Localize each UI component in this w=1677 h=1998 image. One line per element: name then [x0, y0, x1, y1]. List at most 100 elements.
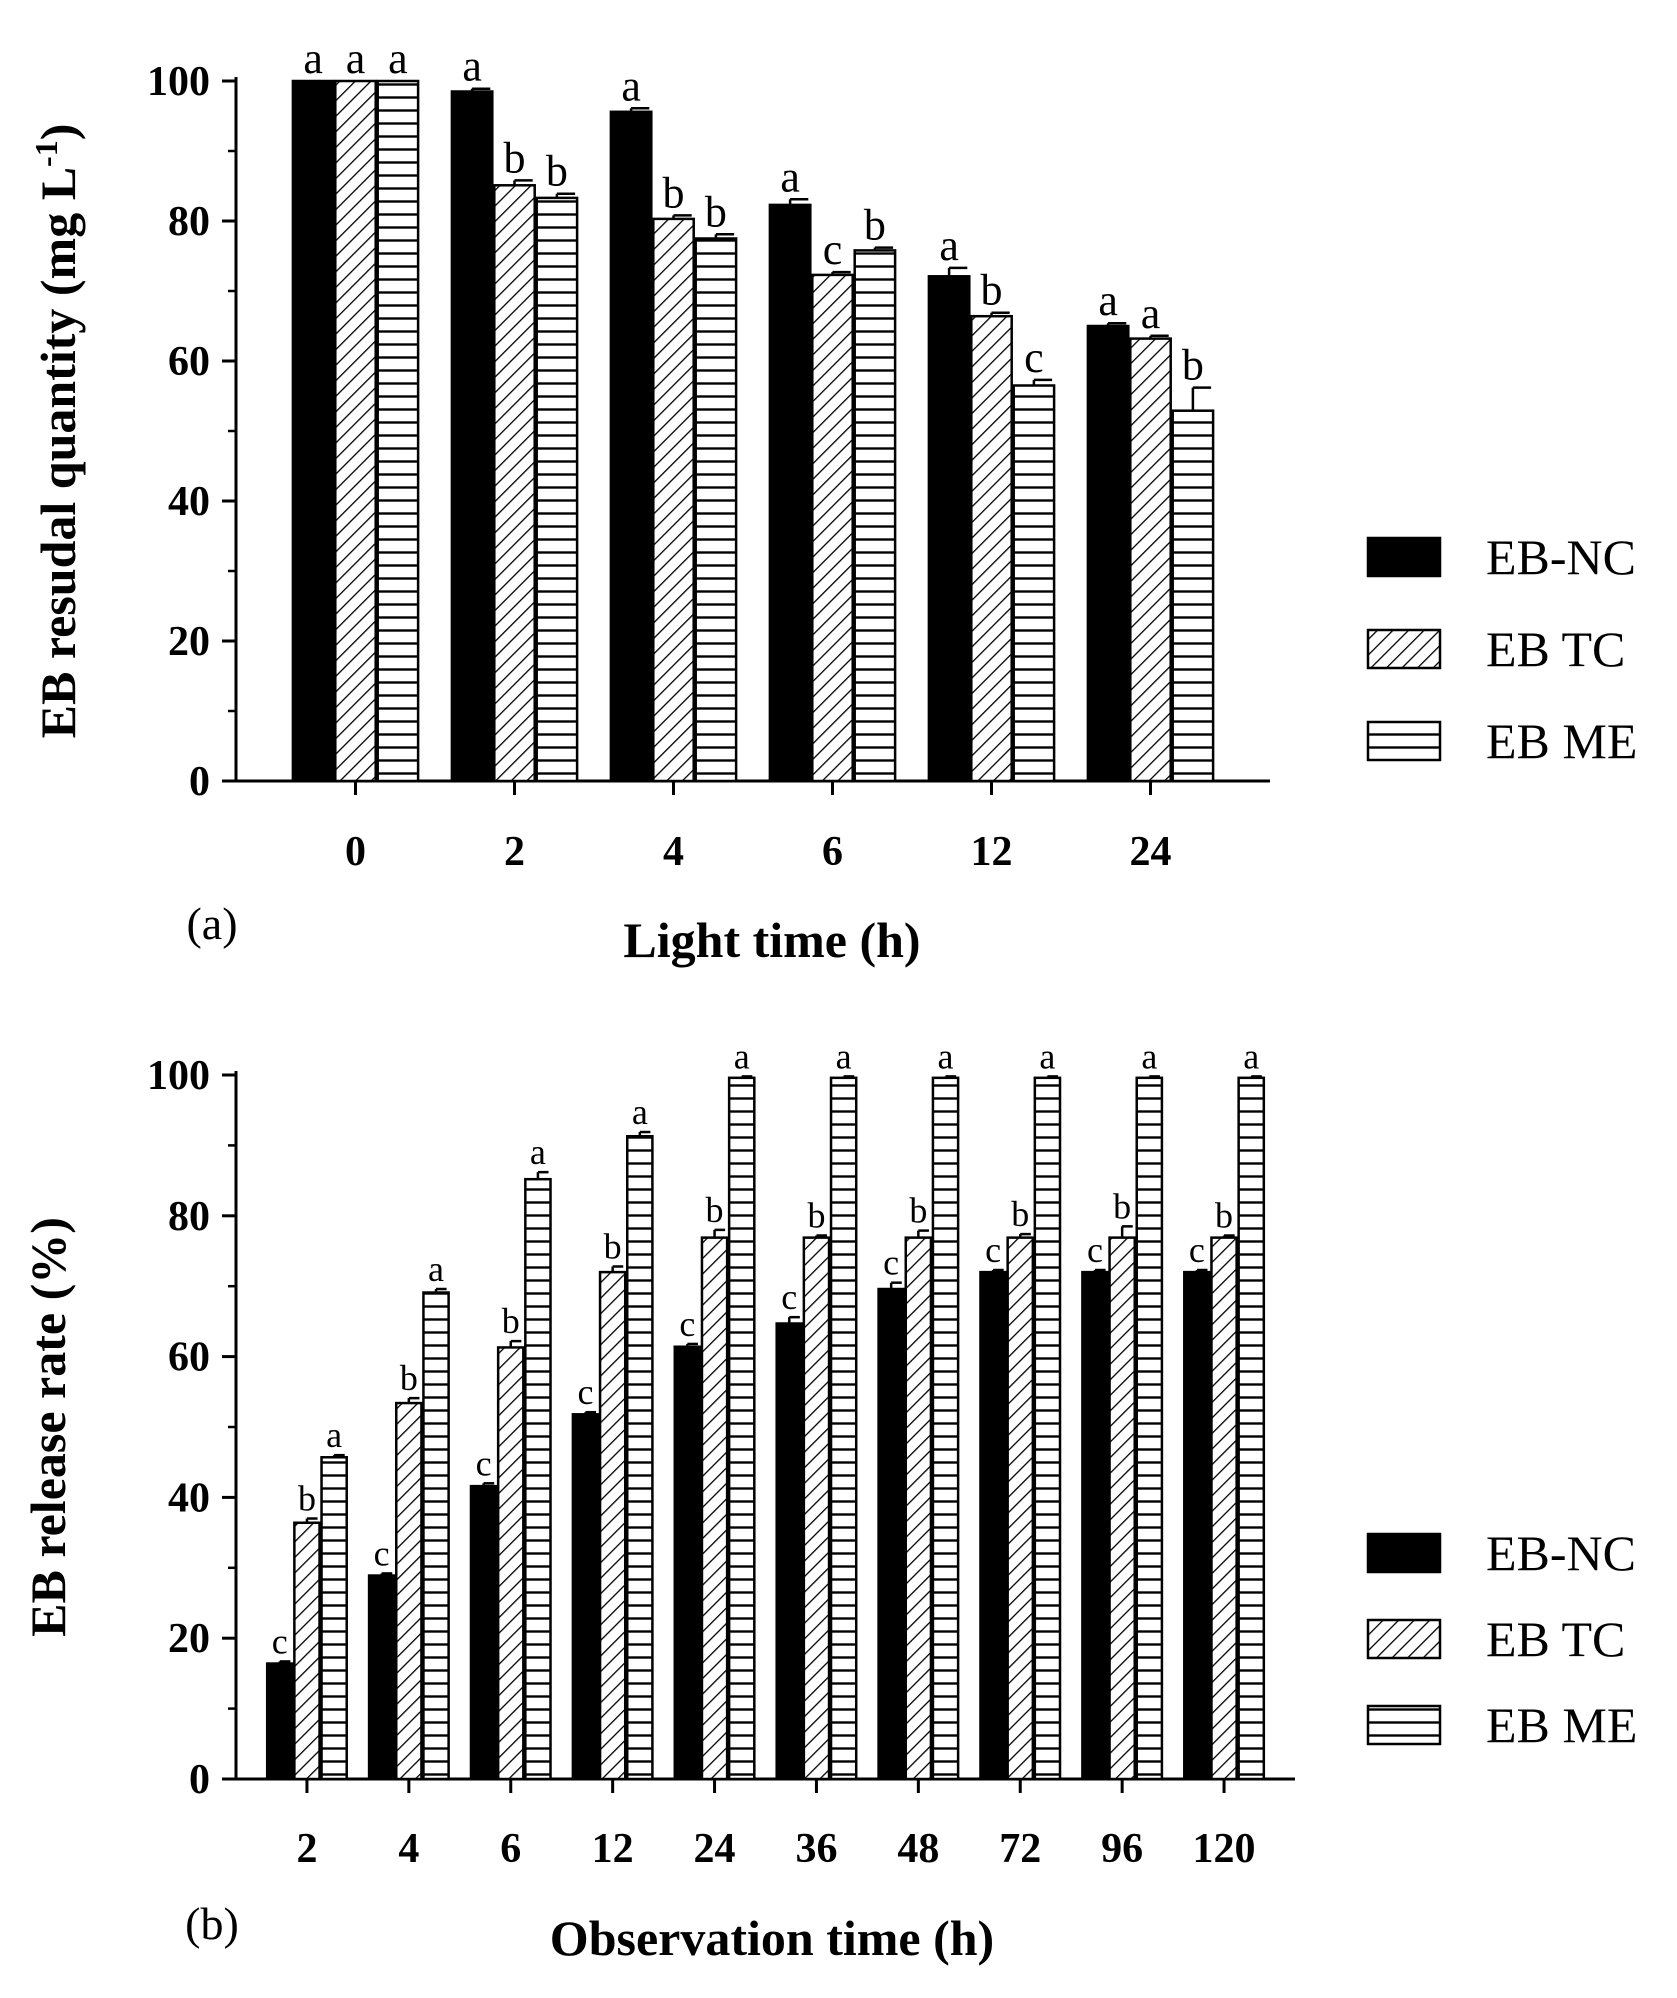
bar-tc-b — [802, 1236, 831, 1781]
x-tick-label: 36 — [795, 1826, 837, 1872]
bar-nc-b — [367, 1574, 396, 1781]
bar-me-b — [1033, 1076, 1062, 1781]
x-tick-label: 12 — [971, 829, 1013, 875]
bar-nc-b — [673, 1345, 702, 1781]
significance-letter: a — [621, 61, 641, 110]
y-tick-label: 20 — [168, 1616, 210, 1662]
x-tick-label: 4 — [663, 829, 684, 875]
y-tick-label: 80 — [168, 1194, 210, 1240]
bar-me-b — [320, 1456, 348, 1781]
bar-me-a — [1171, 409, 1215, 783]
significance-letter: b — [1113, 1186, 1131, 1226]
significance-letter: b — [864, 201, 886, 250]
x-tick-label: 48 — [897, 1826, 939, 1872]
significance-letter: b — [1182, 341, 1204, 390]
x-axis-title: Light time (h) — [623, 912, 920, 968]
x-tick-label: 4 — [398, 1826, 419, 1872]
bar-me-a — [535, 196, 579, 783]
significance-letter: b — [504, 133, 526, 182]
significance-letter: c — [1189, 1230, 1205, 1270]
bar-me-b — [422, 1291, 450, 1781]
x-tick-label: 72 — [999, 1826, 1041, 1872]
bar-nc-a — [1086, 324, 1130, 783]
y-axis-title: EB release rate (%) — [20, 1217, 76, 1637]
bar-tc-a — [493, 184, 536, 783]
significance-letter: a — [428, 1249, 444, 1289]
significance-letter: b — [1011, 1194, 1029, 1234]
y-axis-title-sup: -1 — [28, 140, 64, 167]
bar-nc-b — [571, 1413, 600, 1781]
significance-letter: b — [909, 1191, 927, 1231]
bar-me-b — [1135, 1076, 1164, 1781]
bar-nc-a — [609, 110, 653, 783]
significance-letter: a — [632, 1092, 648, 1132]
significance-letter: b — [1215, 1196, 1233, 1236]
significance-letter: b — [706, 1190, 724, 1230]
y-axis-title: EB resudal quantity (mg L-1) — [28, 124, 86, 739]
y-tick-label: 0 — [189, 759, 210, 805]
significance-letter: b — [663, 168, 685, 217]
y-tick-label: 40 — [168, 479, 210, 525]
significance-letter: a — [734, 1036, 750, 1076]
significance-letter: c — [1024, 333, 1044, 382]
bar-me-b — [727, 1076, 756, 1781]
bar-nc-b — [979, 1270, 1007, 1781]
legend-label-nc: EB-NC — [1486, 1525, 1636, 1581]
significance-letter: a — [388, 34, 408, 83]
legend-swatch-me — [1366, 1704, 1442, 1746]
bar-tc-b — [1108, 1236, 1136, 1781]
legend-label-tc: EB TC — [1486, 1611, 1625, 1667]
x-tick-label: 24 — [1130, 829, 1172, 875]
y-tick-label: 20 — [168, 619, 210, 665]
bar-tc-b — [904, 1236, 933, 1781]
legend-swatch-tc — [1366, 628, 1442, 670]
significance-letter: b — [807, 1196, 825, 1236]
legend-swatch-nc — [1366, 536, 1442, 578]
x-tick-label: 6 — [822, 829, 843, 875]
panel-label: (b) — [185, 1898, 239, 1949]
significance-letter: a — [1039, 1036, 1055, 1076]
bar-nc-b — [469, 1484, 498, 1781]
bar-me-a — [853, 249, 897, 783]
y-tick-label: 100 — [147, 1053, 210, 1099]
chart-b: 0204060801002cba4cba6cba12cba24cba36cba4… — [20, 1036, 1637, 1966]
significance-letter: b — [502, 1301, 520, 1341]
significance-letter: c — [883, 1243, 899, 1283]
bar-nc-b — [775, 1322, 804, 1781]
significance-letter: b — [705, 187, 727, 236]
significance-letter: b — [298, 1479, 316, 1519]
y-tick-label: 0 — [189, 1757, 210, 1803]
significance-letter: a — [1098, 276, 1118, 325]
y-tick-label: 40 — [168, 1475, 210, 1521]
y-tick-label: 60 — [168, 339, 210, 385]
x-axis-title: Observation time (h) — [550, 1910, 994, 1966]
x-tick-label: 12 — [592, 1826, 634, 1872]
significance-letter: c — [985, 1230, 1001, 1270]
significance-letter: c — [1087, 1230, 1103, 1270]
significance-letter: a — [780, 152, 800, 201]
bar-me-b — [931, 1076, 960, 1781]
significance-letter: c — [823, 225, 843, 274]
bar-tc-a — [811, 273, 854, 783]
bar-tc-b — [293, 1521, 321, 1781]
x-tick-label: 96 — [1101, 1826, 1143, 1872]
bar-tc-a — [334, 79, 377, 783]
significance-letter: a — [346, 34, 366, 83]
bar-me-b — [1237, 1076, 1266, 1781]
bar-me-b — [524, 1177, 552, 1781]
bar-me-b — [829, 1076, 858, 1781]
significance-letter: a — [1243, 1036, 1259, 1076]
bar-tc-b — [395, 1401, 423, 1781]
legend-label-me: EB ME — [1486, 713, 1637, 769]
significance-letter: a — [836, 1036, 852, 1076]
bar-nc-a — [927, 275, 971, 783]
bar-nc-a — [291, 79, 335, 783]
bar-tc-a — [1129, 337, 1172, 783]
significance-letter: a — [1141, 1036, 1157, 1076]
bar-me-a — [1012, 384, 1056, 783]
significance-letter: c — [577, 1372, 593, 1412]
significance-letter: a — [939, 221, 959, 270]
significance-letter: b — [981, 266, 1003, 315]
x-tick-label: 6 — [500, 1826, 521, 1872]
bar-tc-a — [652, 217, 695, 783]
